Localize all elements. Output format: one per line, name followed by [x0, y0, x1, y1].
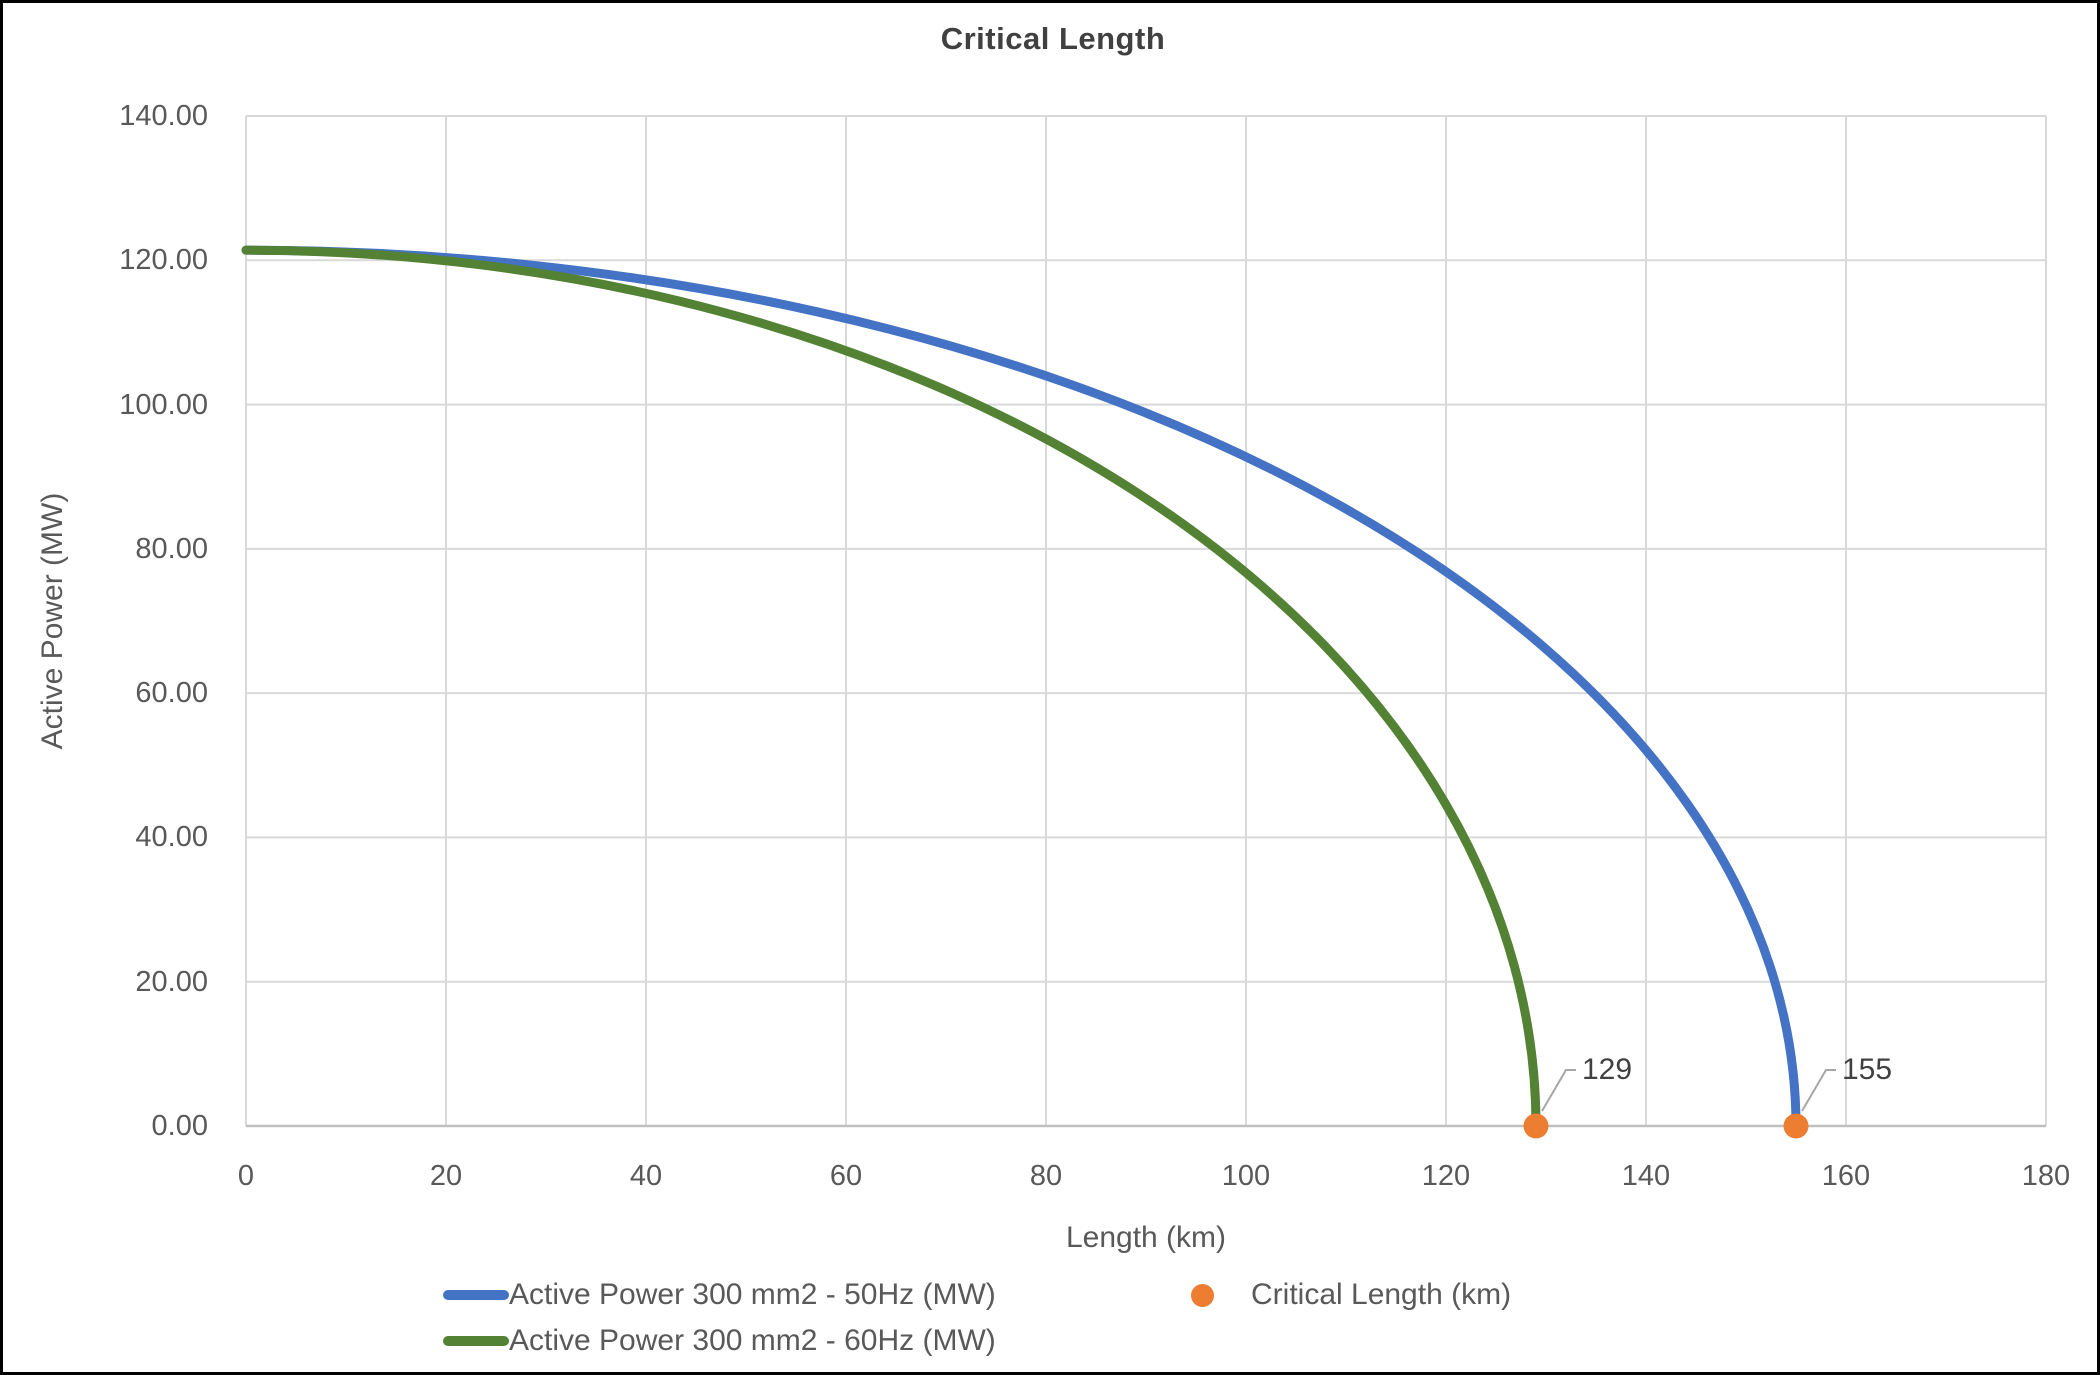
- x-tick-label-20: 20: [429, 1160, 463, 1192]
- data-label-155: 155: [1842, 1053, 1893, 1086]
- data-label-129: 129: [1582, 1053, 1633, 1086]
- legend-label-50hz: Active Power 300 mm2 - 50Hz (MW): [509, 1278, 996, 1311]
- y-axis-title: Active Power (MW): [36, 492, 69, 750]
- x-tick-label-100: 100: [1221, 1160, 1271, 1192]
- x-tick-label-40: 40: [629, 1160, 663, 1192]
- x-tick-label-120: 120: [1421, 1160, 1471, 1192]
- legend-dot-swatch-critical-length-icon: [1191, 1283, 1214, 1307]
- y-tick-label-80.00: 80.00: [135, 532, 208, 565]
- y-tick-label-20.00: 20.00: [135, 965, 208, 998]
- critical-length-marker: [1523, 1113, 1549, 1139]
- critical-length-marker: [1783, 1113, 1809, 1139]
- legend-label-critical-length: Critical Length (km): [1251, 1278, 1512, 1311]
- series-curve-50hz: [241, 245, 1801, 1131]
- series-curve-60hz: [241, 245, 1541, 1131]
- y-tick-label-140.00: 140.00: [119, 100, 208, 132]
- legend-line-swatch-50hz-icon: [443, 1290, 509, 1300]
- legend-label-60hz: Active Power 300 mm2 - 60Hz (MW): [509, 1324, 996, 1357]
- data-label-leader-line: [1541, 1069, 1576, 1112]
- plot-area: [241, 115, 2047, 1139]
- y-tick-label-100.00: 100.00: [119, 388, 208, 421]
- chart-title: Critical Length: [940, 21, 1166, 56]
- x-tick-label-140: 140: [1621, 1160, 1671, 1192]
- x-tick-label-160: 160: [1821, 1160, 1871, 1192]
- y-tick-label-60.00: 60.00: [135, 677, 208, 710]
- x-tick-label-180: 180: [2021, 1160, 2071, 1192]
- y-tick-label-0.00: 0.00: [151, 1110, 208, 1142]
- y-tick-label-120.00: 120.00: [119, 244, 208, 277]
- legend-entry-critical-length: Critical Length (km): [1191, 1278, 1511, 1312]
- data-label-leader-line: [1801, 1069, 1836, 1112]
- legend-line-swatch-60hz-icon: [443, 1336, 509, 1346]
- x-tick-label-60: 60: [829, 1160, 863, 1192]
- legend-entry-50hz: Active Power 300 mm2 - 50Hz (MW): [443, 1278, 996, 1312]
- x-tick-label-80: 80: [1029, 1160, 1063, 1192]
- x-axis-title: Length (km): [1065, 1221, 1227, 1254]
- y-tick-label-40.00: 40.00: [135, 821, 208, 854]
- legend-entry-60hz: Active Power 300 mm2 - 60Hz (MW): [443, 1324, 996, 1358]
- x-tick-label-0: 0: [237, 1160, 255, 1192]
